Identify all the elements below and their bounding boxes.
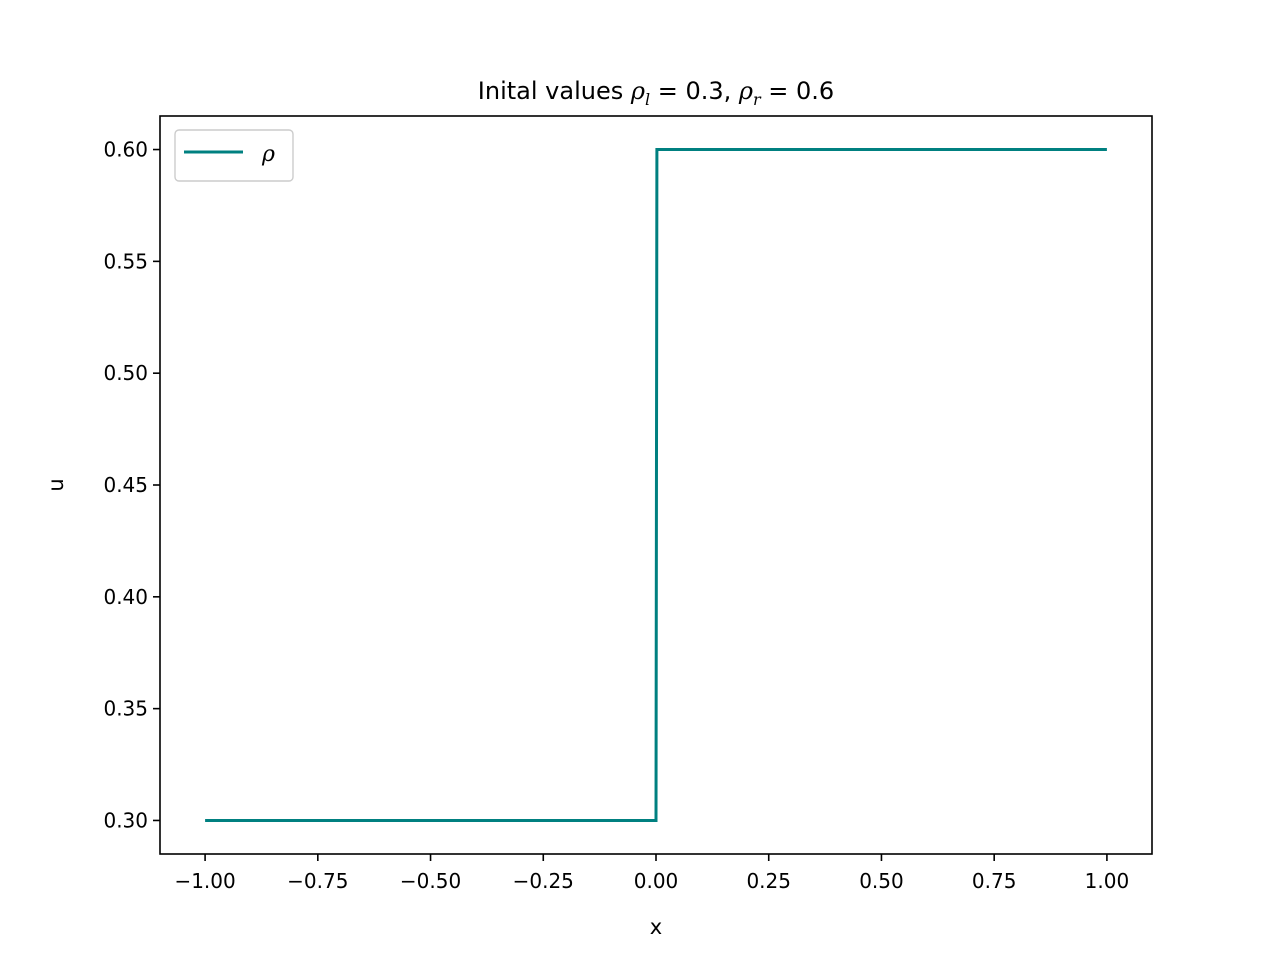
x-tick-label: −1.00	[174, 869, 235, 893]
legend-box	[174, 129, 294, 182]
ticks-layer: −1.00 −0.75 −0.50 −0.25 0.00 0.25 0.50 0.75 1.00…	[103, 138, 1129, 893]
x-axis-label: x	[650, 915, 662, 939]
y-tick-label: 0.30	[103, 808, 148, 832]
axes-frame	[159, 115, 1153, 855]
series-layer	[205, 148, 1107, 822]
x-tick-label: −0.75	[287, 869, 348, 893]
x-tick-label: 0.75	[972, 869, 1017, 893]
x-tick-label: −0.25	[513, 869, 574, 893]
y-tick-label: 0.60	[103, 138, 148, 162]
y-axis-label: u	[44, 478, 68, 491]
x-tick-label: 0.50	[859, 869, 904, 893]
chart-title: Inital values ρl = 0.3, ρr = 0.6	[478, 77, 834, 109]
y-tick-label: 0.35	[103, 697, 148, 721]
y-tick-label: 0.45	[103, 473, 148, 497]
legend: ρ	[174, 129, 294, 182]
x-tick-label: −0.50	[400, 869, 461, 893]
y-tick-label: 0.40	[103, 585, 148, 609]
y-tick-label: 0.55	[103, 249, 148, 273]
series-line-0	[205, 148, 1107, 822]
x-tick-label: 0.00	[634, 869, 679, 893]
y-tick-label: 0.50	[103, 361, 148, 385]
x-tick-label: 1.00	[1085, 869, 1130, 893]
legend-label-rho: ρ	[261, 142, 275, 167]
x-tick-label: 0.25	[746, 869, 791, 893]
